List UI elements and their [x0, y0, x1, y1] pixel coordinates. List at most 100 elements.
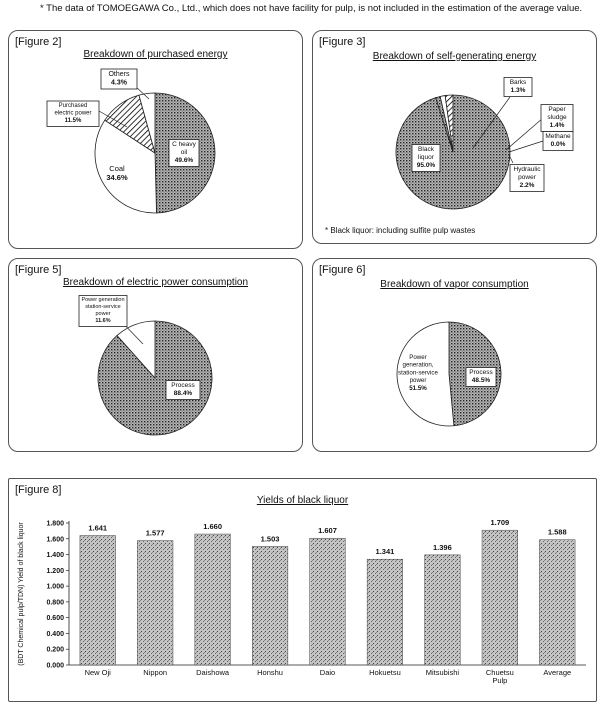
figure-2-panel: [Figure 2] Breakdown of purchased energy…	[8, 30, 303, 249]
pie-slices	[395, 94, 511, 210]
bar-value-label: 1.503	[261, 534, 280, 543]
leader-line-hydraulic-power	[508, 154, 514, 164]
pie-label-barks-name-label: Barks	[510, 79, 527, 86]
bar-value-label: 1.341	[376, 547, 395, 556]
figure-6-label: [Figure 6]	[319, 264, 366, 276]
bar-value-label: 1.607	[318, 526, 337, 535]
bar-nippon	[137, 540, 174, 666]
pie-label-process-value-label: 48.5%	[472, 377, 491, 384]
pie-slice-hydraulic-power	[444, 94, 454, 153]
x-category-label: Mitsubishi	[426, 668, 460, 677]
average-note: * The data of TOMOEGAWA Co., Ltd., which…	[40, 3, 583, 14]
figure-2-label: [Figure 2]	[15, 36, 62, 48]
figure-5-panel: [Figure 5] Breakdown of electric power c…	[8, 258, 303, 452]
pie-slice-others	[138, 92, 156, 154]
y-tick-label: 0.000	[46, 663, 64, 670]
y-axis-label: (BDT Chemical pulp/TDN) Yield of black l…	[18, 522, 25, 666]
bar-average	[539, 539, 576, 666]
bar-value-label: 1.641	[88, 524, 107, 533]
x-category-label: Daio	[320, 668, 335, 677]
pie-label-c-heavy-oil-name-label: C heavy	[172, 141, 197, 148]
x-category-label: Nippon	[143, 668, 167, 677]
pie-slices	[97, 320, 213, 436]
y-tick-label: 0.600	[46, 615, 64, 622]
y-tick-label: 1.800	[46, 521, 64, 528]
pie-label-paper-sludge-name-label: Paper	[548, 106, 566, 113]
pie-label-hydraulic-power-name-label: power	[518, 174, 537, 181]
pie-label-methane-box	[542, 131, 574, 151]
x-category-label: Chuetsu	[486, 668, 514, 677]
y-tick-label: 1.200	[46, 568, 64, 575]
bar-hokuetsu	[366, 558, 404, 666]
pie-label-purchased-electric-power-name-label: electric power	[54, 111, 91, 117]
pie-label-process-name-label: Process	[171, 382, 195, 389]
pie-label-power-generation-station-service-power-name-label: Power	[409, 354, 427, 361]
pie-label-hydraulic-power-box	[509, 164, 545, 192]
figure-5-title: Breakdown of electric power consumption	[62, 277, 249, 288]
pie-label-black-liquor-name-label: liquor	[418, 154, 435, 161]
y-tick-label: 0.400	[46, 631, 64, 638]
pie-label-methane-name-label: Methane	[545, 133, 571, 140]
bar-value-label: 1.396	[433, 543, 452, 552]
pie-label-c-heavy-oil-box	[168, 139, 200, 167]
bar-chuetsu-pulp	[481, 529, 518, 666]
x-category-label: Honshu	[257, 668, 283, 677]
x-category-label: New Oji	[85, 668, 112, 677]
y-tick-label: 1.000	[46, 584, 64, 591]
pie-label-barks-value-label: 1.3%	[511, 87, 526, 94]
pie-label-process-box	[165, 380, 201, 400]
bar-daishowa	[194, 533, 231, 666]
figure-8-panel: [Figure 8] Yields of black liquor (BDT C…	[8, 478, 597, 702]
bar-daio	[309, 537, 346, 666]
pie-label-paper-sludge-value-label: 1.4%	[550, 122, 565, 129]
pie-label-paper-sludge-name-label: sludge	[547, 114, 567, 121]
figure-8-title: Yields of black liquor	[256, 495, 349, 506]
pie-label-black-liquor-value-label: 95.0%	[417, 162, 436, 169]
figure-3-panel: [Figure 3] Breakdown of self-generating …	[312, 30, 597, 244]
bar-labels: 1.641 New Oji 1.577 Nippon 1.660 Daishowa 1.50…	[85, 518, 572, 685]
pie-label-power-generation-station-service-power-name-label: station-service	[85, 304, 120, 310]
pie-label-coal-value-label: 34.6%	[106, 173, 128, 182]
x-category-label: Average	[543, 668, 571, 677]
pie-label-process-name-label: Process	[469, 369, 493, 376]
pie-label-others-box	[100, 68, 138, 90]
figure-3-title: Breakdown of self-generating energy	[372, 51, 537, 62]
leader-line-paper-sludge	[505, 117, 544, 151]
pie-label-power-generation-station-service-power-name-label: power	[410, 377, 427, 384]
leader-line-purchased-electric-power	[98, 110, 128, 128]
figure-3-label: [Figure 3]	[319, 36, 366, 48]
pie-label-power-generation-station-service-power-value-label: 11.6%	[95, 318, 110, 324]
pie-label-black-liquor-name-label: Black	[418, 146, 435, 153]
bar-value-label: 1.588	[548, 528, 567, 537]
pie-slice-power-generation-station-service-power	[396, 321, 455, 427]
pie-label-power-generation-station-service-power-name-label: generation,	[403, 362, 434, 369]
figure-8-bar-chart: (BDT Chemical pulp/TDN) Yield of black l…	[18, 518, 586, 685]
pie-label-barks-box	[503, 77, 533, 97]
pie-label-power-generation-station-service-power-name-label: station-service	[398, 369, 438, 376]
y-tick-label: 0.200	[46, 647, 64, 654]
figure-3-footnote: * Black liquor: including sulfite pulp w…	[325, 226, 476, 235]
pie-label-others-value-label: 4.3%	[111, 80, 128, 87]
pie-label-purchased-electric-power-box	[46, 100, 100, 127]
bar-mitsubishi	[424, 554, 461, 666]
pie-label-purchased-electric-power-name-label: Purchased	[59, 103, 88, 109]
y-tick-label: 1.400	[46, 552, 64, 559]
figure-2-title: Breakdown of purchased energy	[83, 49, 228, 60]
pie-label-power-generation-station-service-power-box	[78, 295, 128, 327]
figure-6-title: Breakdown of vapor consumption	[380, 279, 529, 290]
pie-label-power-generation-station-service-power-value-label: 51.5%	[409, 385, 427, 392]
pie-label-c-heavy-oil-value-label: 49.6%	[175, 157, 194, 164]
pie-label-others-name-label: Others	[108, 71, 130, 78]
bar-value-label: 1.660	[203, 522, 222, 531]
pie-label-c-heavy-oil-name-label: oil	[181, 149, 188, 156]
bar-new-oji	[79, 535, 116, 666]
pie-label-process-box	[465, 367, 497, 387]
